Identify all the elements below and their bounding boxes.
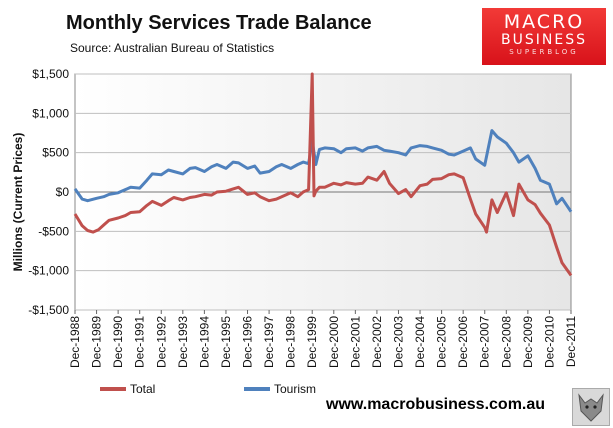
x-tick-label: Dec-1991 — [133, 316, 147, 368]
macrobusiness-logo: MACRO BUSINESS SUPERBLOG — [482, 8, 606, 65]
y-tick-label: $1,500 — [32, 67, 69, 81]
x-tick-label: Dec-1997 — [262, 316, 276, 368]
y-tick-label: -$1,500 — [28, 303, 69, 317]
x-tick-label: Dec-2006 — [456, 316, 470, 368]
legend-label-total: Total — [130, 382, 155, 396]
x-tick-label: Dec-2010 — [542, 316, 556, 368]
series-lines — [73, 72, 573, 277]
y-tick-label: -$1,000 — [28, 264, 69, 278]
x-tick-label: Dec-1994 — [197, 316, 211, 368]
x-tick-label: Dec-2004 — [413, 316, 427, 368]
chart-source: Source: Australian Bureau of Statistics — [70, 41, 275, 55]
series-line-total — [73, 72, 573, 277]
website-url: www.macrobusiness.com.au — [326, 396, 546, 413]
x-tick-label: Dec-2000 — [327, 316, 341, 368]
y-axis-label: Millions (Current Prices) — [11, 133, 25, 272]
x-tick-label: Dec-2003 — [391, 316, 405, 368]
x-tick-label: Dec-2007 — [478, 316, 492, 368]
x-tick-label: Dec-1996 — [241, 316, 255, 368]
legend-label-tourism: Tourism — [274, 382, 316, 396]
x-tick-label: Dec-1999 — [305, 316, 319, 368]
gridlines — [75, 73, 571, 311]
x-tick-label: Dec-2011 — [564, 316, 578, 367]
y-axis: $1,500 $1,000 $500 $0 -$500 -$1,000 -$1,500 — [28, 67, 69, 317]
logo-line-3: SUPERBLOG — [509, 48, 579, 56]
logo-line-2: BUSINESS — [501, 32, 587, 48]
logo-line-1: MACRO — [503, 11, 585, 33]
x-tick-label: Dec-1998 — [284, 316, 298, 368]
series-line-tourism — [73, 129, 573, 213]
x-tick-label: Dec-1993 — [176, 316, 190, 368]
legend: Total Tourism — [100, 382, 316, 396]
x-tick-label: Dec-2009 — [521, 316, 535, 368]
x-tick-label: Dec-2008 — [499, 316, 513, 368]
x-tick-label: Dec-1990 — [111, 316, 125, 368]
x-tick-label: Dec-2005 — [435, 316, 449, 368]
x-tick-label: Dec-2001 — [348, 316, 362, 368]
x-tick-label: Dec-1995 — [219, 316, 233, 368]
x-axis: Dec-1988 Dec-1989 Dec-1990 Dec-1991 Dec-1992… — [68, 310, 578, 368]
y-tick-label: $500 — [42, 146, 69, 160]
x-tick-label: Dec-1988 — [68, 316, 82, 368]
wolf-mascot-icon — [572, 388, 610, 426]
y-tick-label: $0 — [56, 185, 70, 199]
x-tick-label: Dec-1992 — [154, 316, 168, 368]
y-tick-label: -$500 — [38, 224, 69, 238]
x-tick-label: Dec-2002 — [370, 316, 384, 368]
y-tick-label: $1,000 — [32, 106, 69, 120]
x-tick-label: Dec-1989 — [90, 316, 104, 368]
chart-title: Monthly Services Trade Balance — [66, 12, 372, 34]
